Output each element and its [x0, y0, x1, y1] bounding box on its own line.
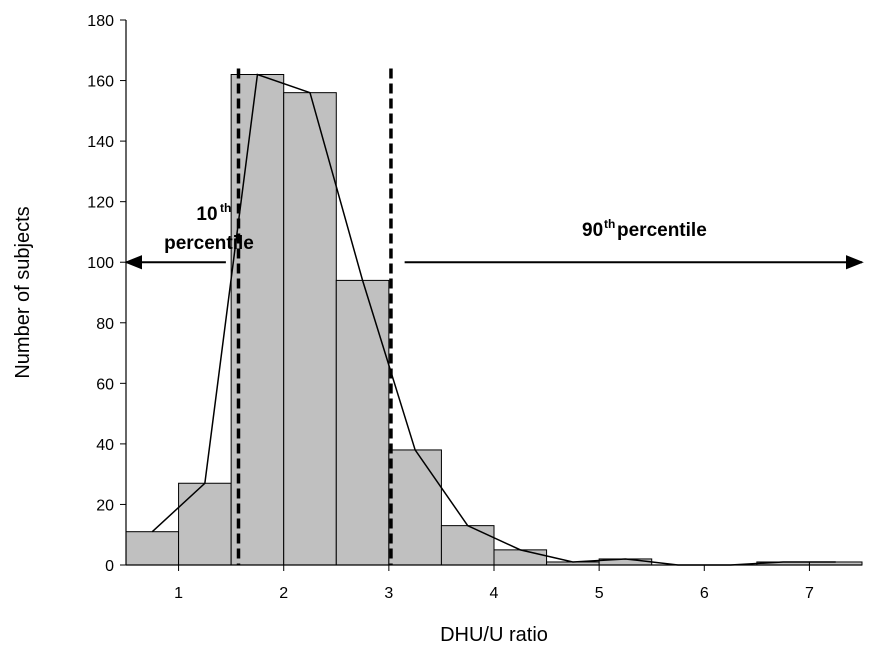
percentile-label-word: percentile [617, 220, 707, 241]
histogram-bar [440, 525, 495, 566]
histogram-bar [493, 549, 548, 566]
percentile-label-word: percentile [164, 233, 254, 254]
reference-lines-group [236, 68, 393, 565]
histogram-bar [335, 279, 390, 566]
x-tick-label: 7 [805, 585, 814, 602]
histogram-bar [125, 531, 180, 566]
histogram-bar [178, 482, 232, 566]
y-tick-label: 20 [96, 497, 114, 514]
y-tick-label: 180 [87, 13, 114, 30]
y-tick-label: 60 [96, 376, 114, 393]
y-tick-label: 140 [87, 134, 114, 151]
percentile-label-number: 90 [582, 220, 603, 241]
x-axis-title: DHU/U ratio [440, 624, 548, 646]
y-tick-label: 80 [96, 316, 114, 333]
y-tick-label: 160 [87, 74, 114, 91]
percentile-label-superscript: th [604, 217, 615, 231]
axes-group: 0 20 40 60 80 100 120 140 160 180 1 2 3 4 5 6 7 [87, 13, 862, 602]
histogram-bar [388, 449, 442, 566]
percentile-label-superscript: th [220, 201, 231, 215]
y-axis-title: Number of subjects [12, 206, 34, 378]
x-tick-label: 3 [384, 585, 393, 602]
x-tick-label: 6 [700, 585, 709, 602]
histogram-bar [283, 92, 337, 566]
y-tick-label: 40 [96, 437, 114, 454]
y-tick-label: 120 [87, 195, 114, 212]
x-tick-label: 4 [490, 585, 499, 602]
x-tick-label: 1 [174, 585, 183, 602]
x-tick-label: 2 [279, 585, 288, 602]
x-tick-label: 5 [595, 585, 604, 602]
y-tick-label: 100 [87, 255, 114, 272]
percentile-label-number: 10 [196, 204, 217, 225]
y-tick-label: 0 [105, 558, 114, 575]
